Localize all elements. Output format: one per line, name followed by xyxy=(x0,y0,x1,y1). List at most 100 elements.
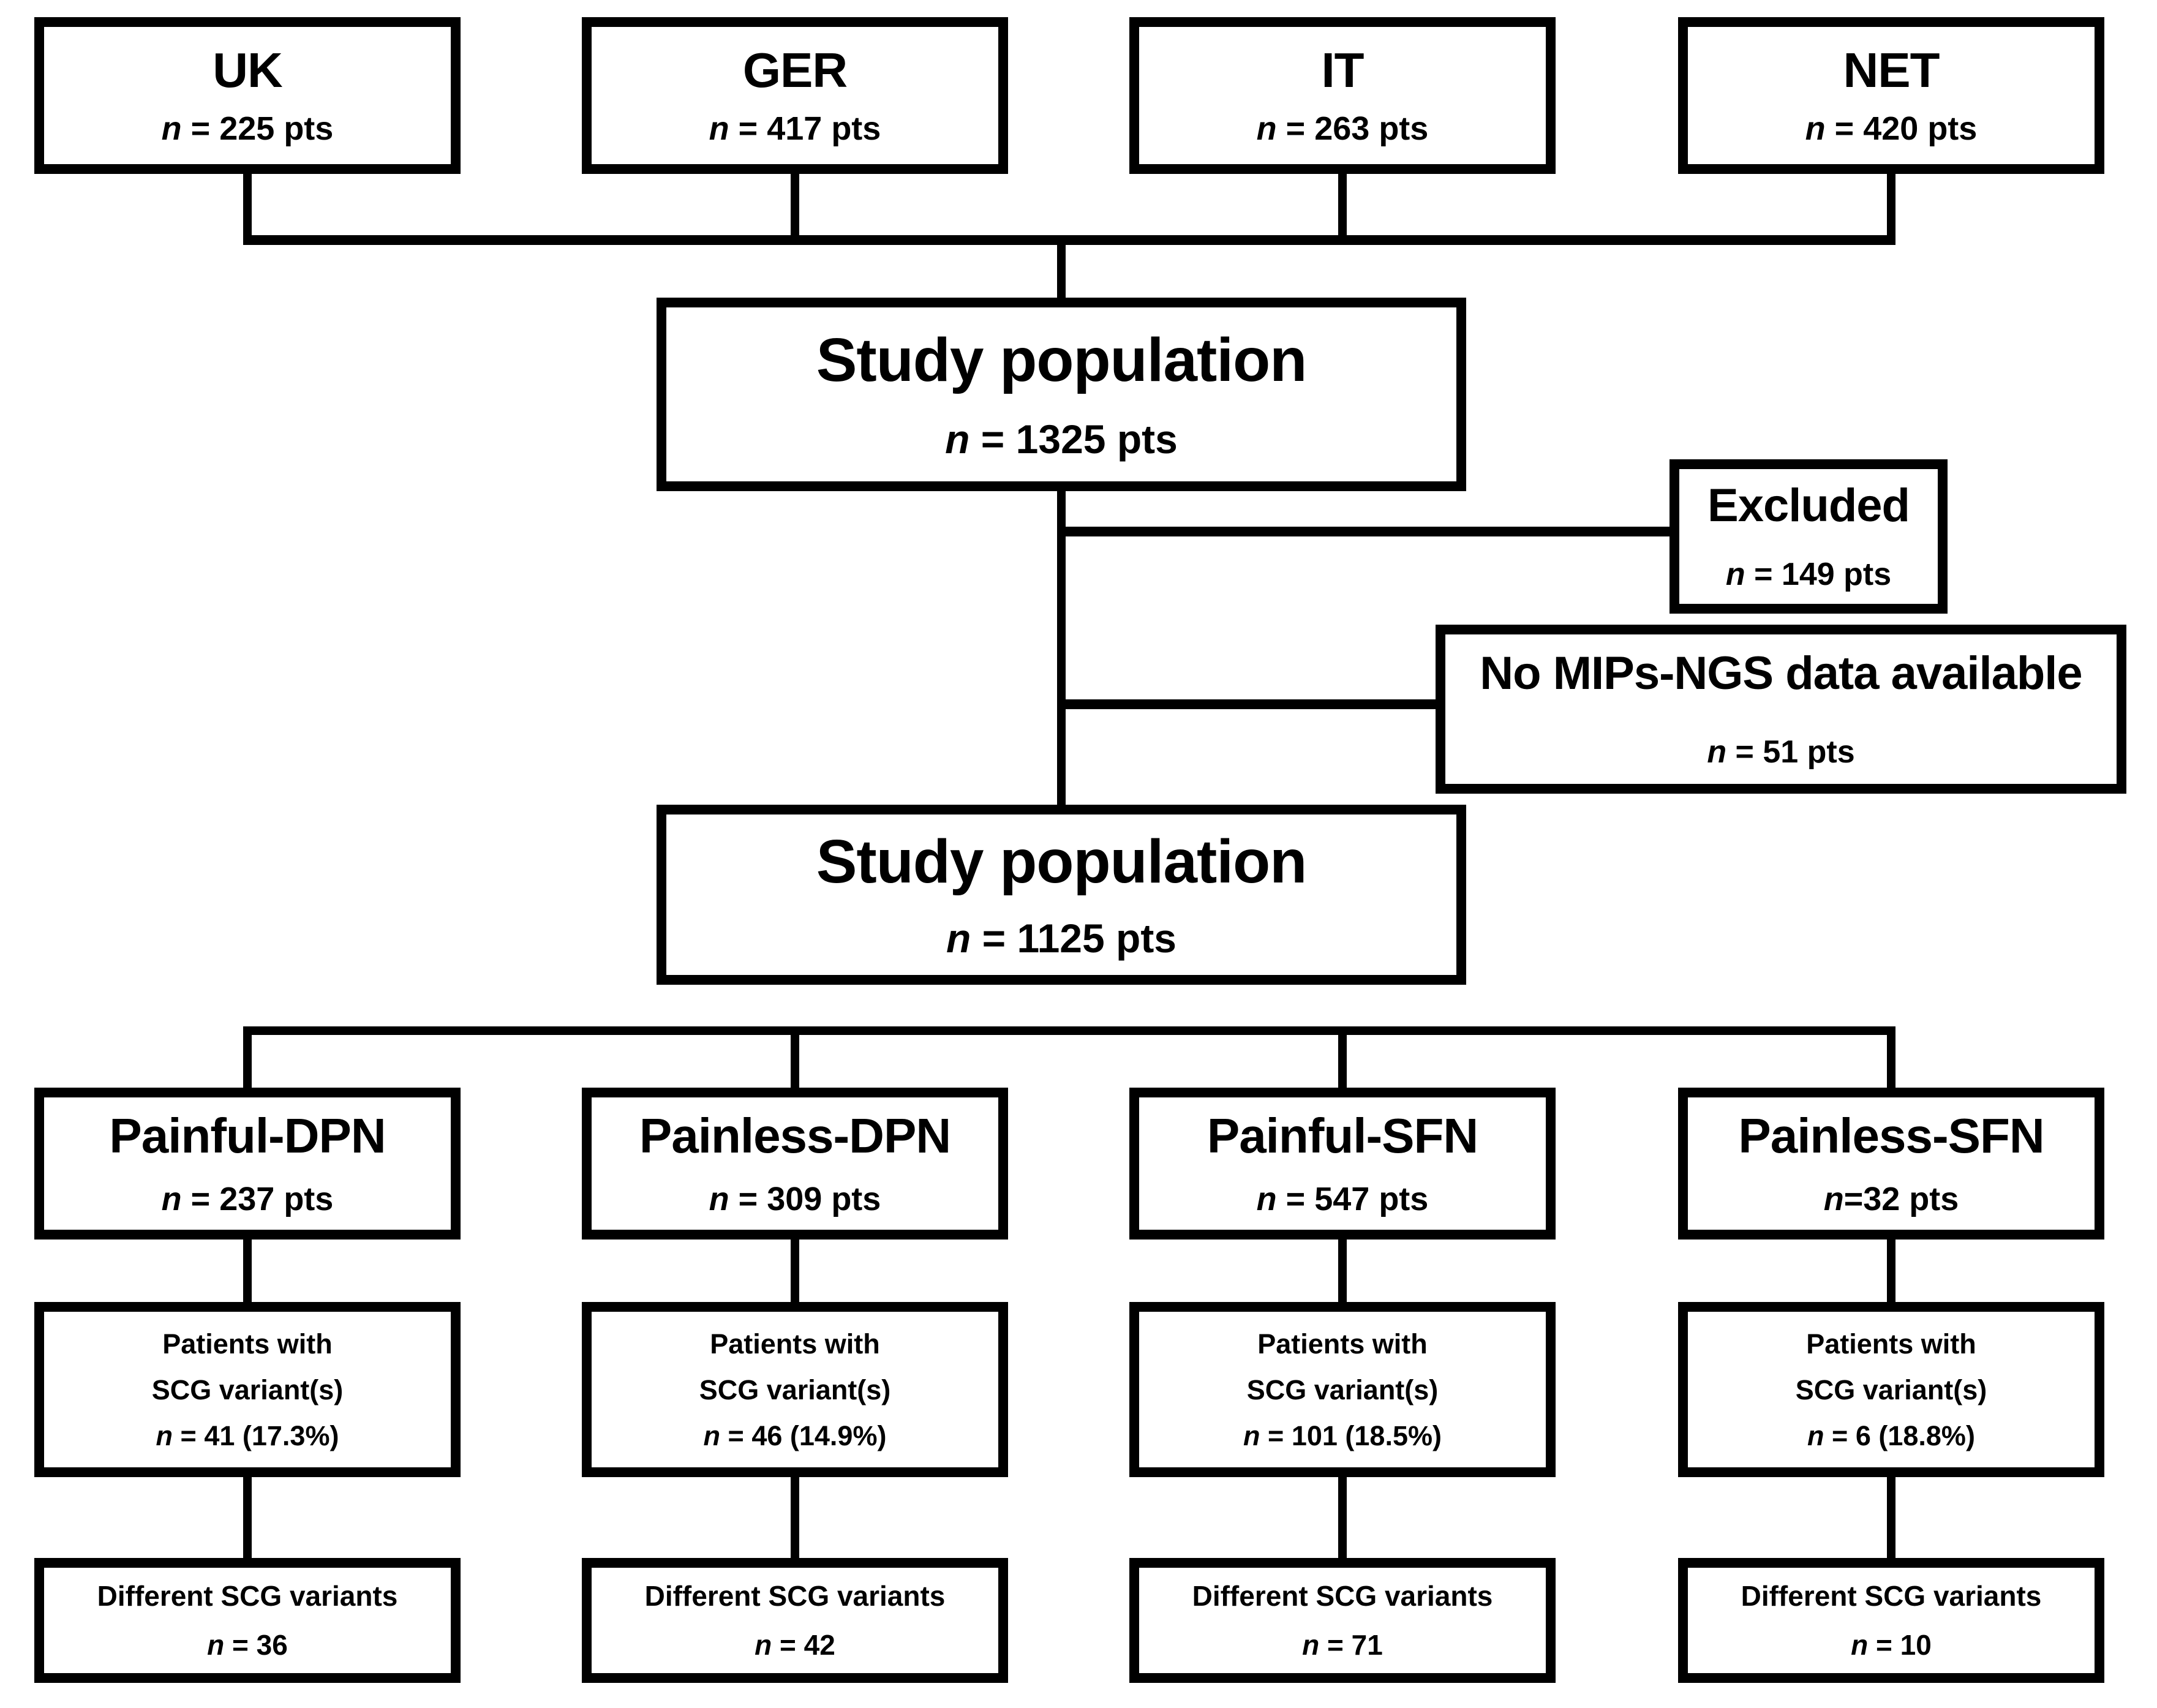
cohort-box-uk: UK n = 225 pts xyxy=(34,17,461,174)
connector-painless-dpn-to-scg xyxy=(791,1240,799,1304)
connector-painful-dpn-to-scg xyxy=(243,1240,252,1304)
connector-to-no-mips xyxy=(1057,699,1436,709)
group-box-painful-sfn: Painful-SFN n = 547 pts xyxy=(1129,1088,1556,1240)
italic-n: n xyxy=(1805,110,1826,147)
group-stat-text: = 309 pts xyxy=(729,1181,881,1217)
italic-n: n xyxy=(1823,1181,1844,1217)
cohort-stat: n = 225 pts xyxy=(162,112,334,145)
cohort-title: IT xyxy=(1321,43,1364,97)
connector-uk-to-bus xyxy=(243,174,252,238)
group-stat: n = 309 pts xyxy=(709,1183,881,1216)
group-title: Painless-SFN xyxy=(1738,1108,2044,1163)
scg-patients-stat: n = 46 (14.9%) xyxy=(704,1422,887,1450)
connector-top-bus xyxy=(243,235,1895,245)
italic-n: n xyxy=(709,110,729,147)
connector-net-to-bus xyxy=(1887,174,1895,238)
connector-scg-to-variants-painless-dpn xyxy=(791,1477,799,1560)
italic-n: n xyxy=(703,1420,721,1451)
scg-patients-line2: SCG variant(s) xyxy=(1795,1374,1987,1405)
scg-patients-stat: n = 101 (18.5%) xyxy=(1243,1422,1442,1450)
scg-patients-line2: SCG variant(s) xyxy=(151,1374,344,1405)
cohort-stat-text: = 225 pts xyxy=(181,110,334,147)
scg-patients-stat-text: = 41 (17.3%) xyxy=(173,1420,339,1451)
cohort-stat-text: = 420 pts xyxy=(1825,110,1978,147)
connector-scg-to-variants-painful-sfn xyxy=(1338,1477,1347,1560)
group-box-painless-sfn: Painless-SFN n=32 pts xyxy=(1678,1088,2104,1240)
no-mips-stat-text: = 51 pts xyxy=(1726,734,1855,770)
group-title: Painful-SFN xyxy=(1206,1108,1478,1163)
italic-n: n xyxy=(161,110,182,147)
study-population-title: Study population xyxy=(816,326,1308,394)
no-mips-stat: n = 51 pts xyxy=(1707,736,1854,768)
cohort-title: NET xyxy=(1843,43,1940,97)
group-stat-text: = 547 pts xyxy=(1276,1181,1429,1217)
connector-it-to-bus xyxy=(1338,174,1347,238)
connector-bus-to-painful-dpn xyxy=(243,1035,252,1090)
group-stat-text: =32 pts xyxy=(1843,1181,1959,1217)
scg-patients-box-painful-sfn: Patients with SCG variant(s) n = 101 (18… xyxy=(1129,1302,1556,1477)
scg-patients-box-painful-dpn: Patients with SCG variant(s) n = 41 (17.… xyxy=(34,1302,461,1477)
different-scg-variants-box-painless-sfn: Different SCG variants n = 10 xyxy=(1678,1558,2104,1683)
scg-patients-stat-text: = 46 (14.9%) xyxy=(720,1420,887,1451)
scg-patients-box-painless-sfn: Patients with SCG variant(s) n = 6 (18.8… xyxy=(1678,1302,2104,1477)
cohort-stat-text: = 417 pts xyxy=(729,110,881,147)
different-scg-variants-box-painful-sfn: Different SCG variants n = 71 xyxy=(1129,1558,1556,1683)
connector-painless-sfn-to-scg xyxy=(1887,1240,1895,1304)
study-population-stat-text: = 1325 pts xyxy=(969,416,1178,462)
different-scg-variants-box-painless-dpn: Different SCG variants n = 42 xyxy=(582,1558,1008,1683)
scg-patients-stat: n = 6 (18.8%) xyxy=(1807,1422,1975,1450)
variants-title: Different SCG variants xyxy=(644,1580,946,1612)
different-scg-variants-box-painful-dpn: Different SCG variants n = 36 xyxy=(34,1558,461,1683)
scg-patients-line1: Patients with xyxy=(710,1328,880,1360)
scg-patients-stat: n = 41 (17.3%) xyxy=(156,1422,339,1450)
variants-stat: n = 10 xyxy=(1851,1631,1932,1659)
italic-n: n xyxy=(1851,1629,1869,1661)
connector-scg-to-variants-painless-sfn xyxy=(1887,1477,1895,1560)
italic-n: n xyxy=(1243,1420,1260,1451)
group-stat: n=32 pts xyxy=(1824,1183,1959,1216)
variants-stat: n = 71 xyxy=(1302,1631,1383,1659)
group-title: Painful-DPN xyxy=(109,1108,386,1163)
italic-n: n xyxy=(946,916,971,961)
variants-title: Different SCG variants xyxy=(97,1580,398,1612)
cohort-stat: n = 263 pts xyxy=(1257,112,1429,145)
connector-central-spine xyxy=(1057,491,1066,805)
variants-stat-text: = 42 xyxy=(772,1629,835,1661)
italic-n: n xyxy=(1707,734,1727,770)
group-title: Painless-DPN xyxy=(639,1108,951,1163)
italic-n: n xyxy=(1807,1420,1824,1451)
study-population-final-box: Study population n = 1125 pts xyxy=(657,805,1466,985)
cohort-box-it: IT n = 263 pts xyxy=(1129,17,1556,174)
scg-patients-box-painless-dpn: Patients with SCG variant(s) n = 46 (14.… xyxy=(582,1302,1008,1477)
scg-patients-stat-text: = 101 (18.5%) xyxy=(1260,1420,1442,1451)
connector-bus-to-study-population xyxy=(1057,243,1066,298)
italic-n: n xyxy=(1302,1629,1320,1661)
group-box-painless-dpn: Painless-DPN n = 309 pts xyxy=(582,1088,1008,1240)
connector-bus-to-painless-sfn xyxy=(1887,1035,1895,1090)
study-population-stat: n = 1325 pts xyxy=(945,419,1178,459)
cohort-stat-text: = 263 pts xyxy=(1276,110,1429,147)
connector-bus-to-painful-sfn xyxy=(1338,1035,1347,1090)
cohort-title: UK xyxy=(213,43,283,97)
variants-stat-text: = 10 xyxy=(1868,1629,1932,1661)
connector-to-excluded xyxy=(1057,527,1670,536)
italic-n: n xyxy=(207,1629,225,1661)
italic-n: n xyxy=(156,1420,173,1451)
connector-ger-to-bus xyxy=(791,174,799,238)
scg-patients-line1: Patients with xyxy=(1257,1328,1428,1360)
no-mips-title: No MIPs-NGS data available xyxy=(1480,647,2082,699)
italic-n: n xyxy=(1256,110,1277,147)
cohort-title: GER xyxy=(742,43,848,97)
study-population-initial-box: Study population n = 1325 pts xyxy=(657,298,1466,491)
cohort-stat: n = 420 pts xyxy=(1805,112,1978,145)
group-stat: n = 237 pts xyxy=(162,1183,334,1216)
cohort-box-net: NET n = 420 pts xyxy=(1678,17,2104,174)
connector-painful-sfn-to-scg xyxy=(1338,1240,1347,1304)
group-box-painful-dpn: Painful-DPN n = 237 pts xyxy=(34,1088,461,1240)
scg-patients-stat-text: = 6 (18.8%) xyxy=(1824,1420,1975,1451)
excluded-title: Excluded xyxy=(1707,480,1910,532)
scg-patients-line1: Patients with xyxy=(1806,1328,1976,1360)
italic-n: n xyxy=(1256,1181,1277,1217)
group-stat: n = 547 pts xyxy=(1257,1183,1429,1216)
